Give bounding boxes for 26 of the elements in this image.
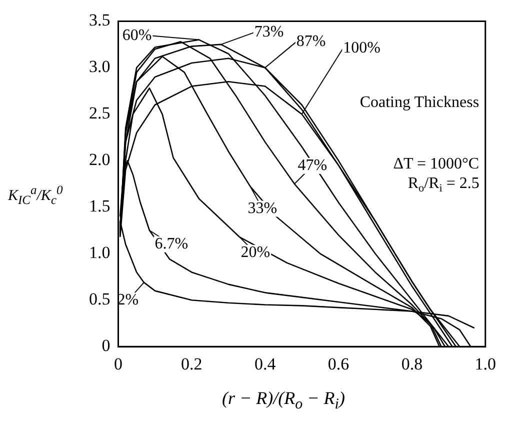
annotation: 60%: [122, 26, 152, 44]
x-tick-label: 0.8: [401, 354, 423, 374]
annotation: 2%: [117, 292, 139, 309]
annotation: Coating Thickness: [360, 94, 480, 111]
y-tick-label: 1.5: [89, 196, 110, 216]
y-tick-label: 0.5: [89, 290, 110, 309]
annotation: 33%: [248, 200, 278, 217]
annotation: 73%: [254, 24, 284, 41]
x-axis-title: (r − R)/(R$_{o}$ − R$_{i}$): [221, 388, 346, 414]
annotation: 87%: [296, 32, 326, 50]
annotation: 20%: [240, 244, 270, 262]
x-tick-label: 0.4: [254, 354, 276, 374]
y-tick-label: 2.5: [89, 104, 110, 123]
x-tick-label: 0.6: [328, 354, 350, 374]
y-tick-label: 3.5: [89, 10, 110, 30]
x-tick-label: 1.0: [474, 354, 496, 374]
annotation: 100%: [343, 39, 380, 56]
annotation: 47%: [298, 157, 328, 174]
annotation: 6.7%: [154, 236, 188, 253]
y-tick-label: 1.0: [89, 243, 110, 262]
annotation: ΔT = 1000°C: [393, 156, 480, 173]
y-tick-label: 3.0: [89, 57, 110, 76]
x-tick-label: 0.2: [181, 354, 202, 374]
x-tick-label: 0: [114, 354, 122, 374]
y-tick-label: 0: [102, 336, 110, 356]
y-tick-label: 2.0: [89, 150, 110, 170]
